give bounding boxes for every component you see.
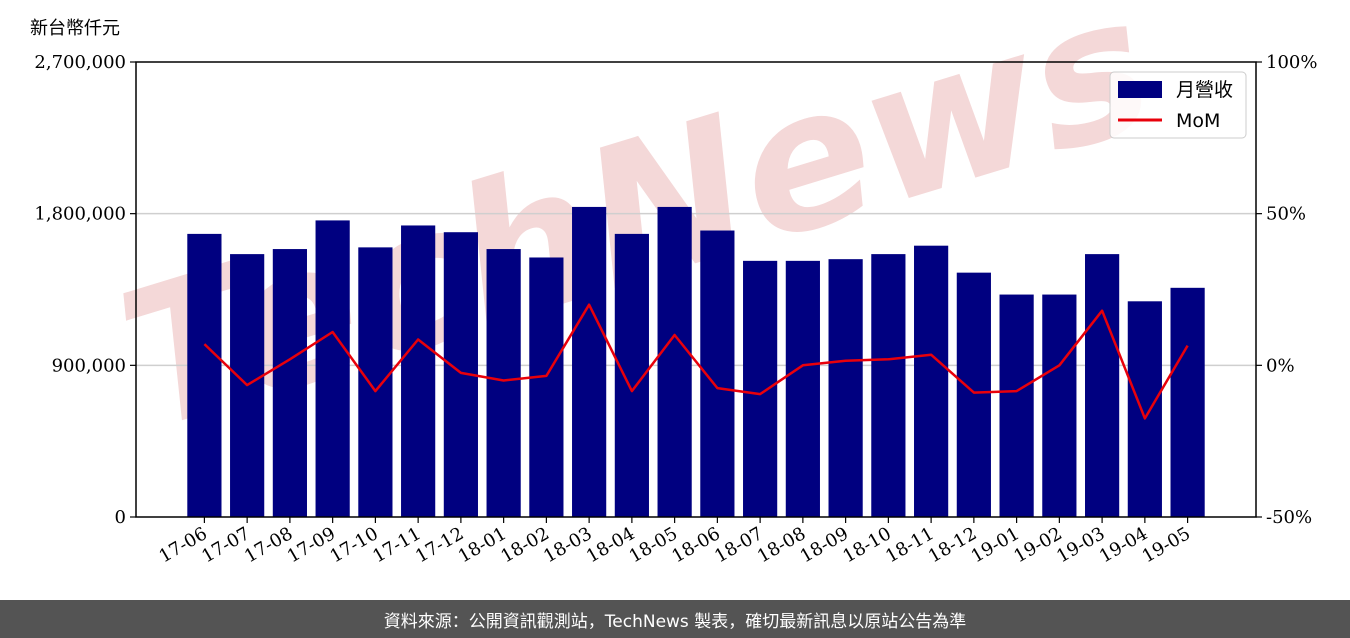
revenue-bar [187, 233, 222, 517]
y-tick-label: 1,800,000 [34, 204, 126, 225]
x-tick-label: 18-04 [583, 523, 638, 567]
revenue-bar [401, 225, 436, 518]
x-tick-label: 18-05 [626, 523, 681, 567]
revenue-bar [743, 260, 778, 517]
y2-tick-label: 100% [1266, 52, 1317, 73]
revenue-bar [914, 245, 949, 517]
x-tick-label: 18-06 [668, 523, 723, 567]
x-tick-label: 18-07 [711, 523, 766, 567]
mom-line [203, 303, 1189, 420]
legend-label-revenue: 月營收 [1176, 79, 1233, 101]
x-tick-label: 19-01 [968, 523, 1023, 567]
y2-tick-label: 0% [1266, 355, 1295, 376]
revenue-bar [871, 254, 906, 517]
revenue-bar [1170, 287, 1205, 517]
revenue-bar [956, 272, 991, 517]
revenue-bar [272, 249, 307, 518]
revenue-bar [315, 220, 350, 517]
x-tick-label: 17-08 [241, 523, 296, 567]
x-tick-label: 17-10 [326, 523, 381, 567]
x-tick-label: 17-12 [412, 523, 467, 567]
plot-frame [135, 61, 1257, 518]
legend-label-mom: MoM [1176, 110, 1220, 132]
x-tick-label: 18-01 [455, 523, 510, 567]
revenue-bar [1085, 254, 1120, 517]
revenue-bar [828, 259, 863, 517]
x-tick-label: 18-09 [797, 523, 852, 567]
x-tick-label: 19-04 [1096, 523, 1151, 567]
x-tick-label: 19-03 [1053, 523, 1108, 567]
y-tick-label: 900,000 [52, 355, 126, 376]
chart-svg: TechNews 0900,0001,800,0002,700,000-50%0… [34, 0, 1317, 567]
y-tick-label: 0 [115, 507, 126, 528]
x-tick-label: 18-02 [497, 523, 552, 567]
x-tick-label: 19-02 [1010, 523, 1065, 567]
mom-line-group [203, 303, 1189, 420]
legend-bar-swatch [1118, 81, 1162, 98]
footer-text: 資料來源：公開資訊觀測站，TechNews 製表，確切最新訊息以原站公告為準 [383, 611, 967, 632]
x-tick-label: 19-05 [1139, 523, 1194, 567]
x-tick-label: 18-08 [754, 523, 809, 567]
y2-tick-label: -50% [1266, 507, 1312, 528]
revenue-bar [358, 247, 393, 518]
revenue-bar [529, 257, 564, 517]
legend: 月營收 MoM [1109, 71, 1247, 139]
x-tick-label: 18-11 [882, 523, 937, 567]
x-tick-label: 18-12 [925, 523, 980, 567]
revenue-bar [486, 249, 521, 518]
y2-tick-label: 50% [1266, 204, 1306, 225]
x-tick-label: 18-03 [540, 523, 595, 567]
x-tick-label: 17-07 [198, 523, 253, 567]
y-axis-unit-label: 新台幣仟元 [30, 18, 120, 39]
revenue-bar [785, 260, 820, 517]
revenue-bar [1042, 294, 1077, 517]
revenue-bar [657, 206, 692, 518]
x-tick-label: 17-11 [369, 523, 424, 567]
x-tick-label: 17-09 [284, 523, 339, 567]
source-footer: 資料來源：公開資訊觀測站，TechNews 製表，確切最新訊息以原站公告為準 [0, 600, 1350, 638]
revenue-bar [999, 294, 1034, 517]
x-tick-label: 17-06 [155, 523, 210, 567]
revenue-bar [1127, 301, 1162, 517]
y-tick-label: 2,700,000 [34, 52, 126, 73]
revenue-bar [572, 206, 607, 518]
x-tick-label: 18-10 [839, 523, 894, 567]
bars [187, 206, 1205, 518]
chart-area: TechNews 0900,0001,800,0002,700,000-50%0… [30, 0, 1317, 567]
